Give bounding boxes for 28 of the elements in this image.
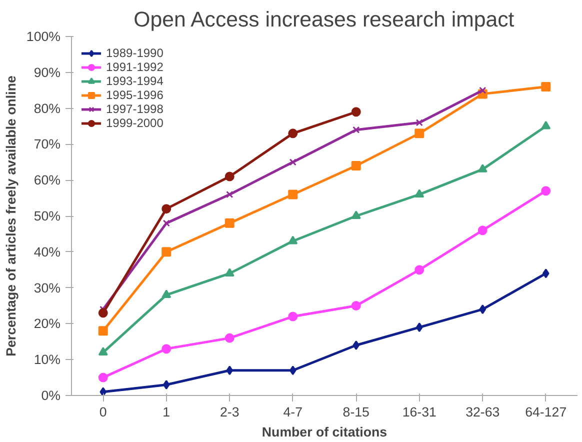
legend-label: 1995-1996: [106, 88, 164, 102]
x-tick-label: 16-31: [402, 404, 436, 420]
legend-label: 1999-2000: [106, 116, 164, 130]
legend-label: 1993-1994: [106, 74, 164, 88]
y-tick-label: 0%: [41, 388, 61, 403]
y-tick-label: 20%: [34, 316, 61, 332]
x-tick-label: 1: [162, 404, 170, 420]
x-tick-label: 4-7: [283, 404, 303, 420]
x-tick-label: 8-15: [342, 404, 370, 420]
x-tick-label: 32-63: [466, 404, 500, 420]
y-tick-label: 80%: [34, 100, 61, 116]
x-tick-label: 2-3: [220, 404, 240, 420]
y-axis-title: Percentage of articles freely available online: [3, 76, 18, 356]
x-tick-label: 64-127: [525, 404, 567, 420]
y-tick-label: 40%: [34, 244, 61, 260]
chart-title: Open Access increases research impact: [134, 8, 514, 32]
y-tick-label: 90%: [34, 64, 61, 80]
y-tick-label: 30%: [34, 280, 61, 296]
x-tick-label: 0: [99, 404, 107, 420]
y-tick-label: 100%: [26, 29, 61, 44]
y-tick-label: 50%: [34, 208, 61, 224]
x-axis-title: Number of citations: [262, 424, 388, 440]
legend-label: 1989-1990: [106, 46, 164, 60]
y-tick-label: 10%: [34, 352, 61, 368]
legend-label: 1997-1998: [106, 102, 164, 116]
legend-label: 1991-1992: [106, 60, 164, 74]
y-tick-label: 70%: [34, 136, 61, 152]
y-tick-label: 60%: [34, 172, 61, 188]
